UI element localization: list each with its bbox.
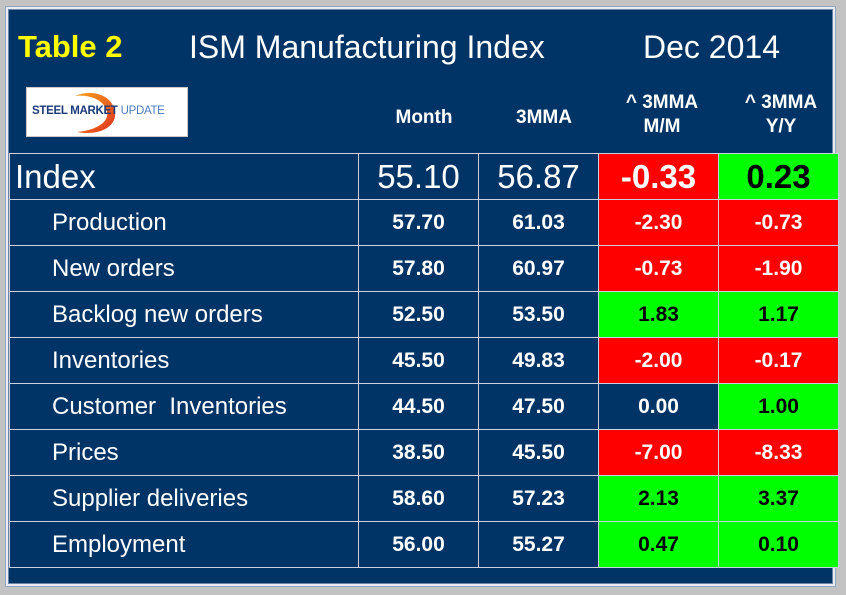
row-label: Production <box>9 199 359 246</box>
row-label: Supplier deliveries <box>9 475 359 522</box>
steel-market-update-logo: STEEL MARKET UPDATE <box>26 87 188 137</box>
row-label: Index <box>9 153 359 200</box>
logo-text: STEEL MARKET UPDATE <box>32 105 165 117</box>
month-value: 58.60 <box>358 475 479 522</box>
row-label: Prices <box>9 429 359 476</box>
mm-change-value: 0.47 <box>598 521 719 568</box>
yy-change-value: -1.90 <box>718 245 839 292</box>
header-3mma-yy: ^ 3MMA Y/Y <box>744 92 818 137</box>
table-title: ISM Manufacturing Index <box>189 29 545 65</box>
month-value: 38.50 <box>358 429 479 476</box>
header-3mma-mm: ^ 3MMA M/M <box>625 92 699 137</box>
table-row: Prices 38.50 45.50 -7.00 -8.33 <box>9 429 839 476</box>
mm-change-value: -2.30 <box>598 199 719 246</box>
month-value: 57.70 <box>358 199 479 246</box>
mm-change-value: -0.73 <box>598 245 719 292</box>
3mma-value: 45.50 <box>478 429 599 476</box>
month-value: 45.50 <box>358 337 479 384</box>
yy-change-value: 1.00 <box>718 383 839 430</box>
month-value: 56.00 <box>358 521 479 568</box>
row-label: Backlog new orders <box>9 291 359 338</box>
yy-change-value: 3.37 <box>718 475 839 522</box>
logo-swoosh-icon <box>75 92 116 134</box>
yy-change-value: 0.23 <box>718 153 839 200</box>
month-value: 44.50 <box>358 383 479 430</box>
table-row: Employment 56.00 55.27 0.47 0.10 <box>9 521 839 568</box>
header-3mma: 3MMA <box>516 107 572 128</box>
month-value: 52.50 <box>358 291 479 338</box>
3mma-value: 55.27 <box>478 521 599 568</box>
mm-change-value: 2.13 <box>598 475 719 522</box>
table-row: Production 57.70 61.03 -2.30 -0.73 <box>9 199 839 246</box>
mm-change-value: 0.00 <box>598 383 719 430</box>
month-value: 55.10 <box>358 153 479 200</box>
3mma-value: 57.23 <box>478 475 599 522</box>
ism-data-table: Index 55.10 56.87 -0.33 0.23 Production 57.70 6… <box>9 153 839 568</box>
table-row: Inventories 45.50 49.83 -2.00 -0.17 <box>9 337 839 384</box>
mm-change-value: -2.00 <box>598 337 719 384</box>
index-row: Index 55.10 56.87 -0.33 0.23 <box>9 153 839 200</box>
month-value: 57.80 <box>358 245 479 292</box>
table-row: Supplier deliveries 58.60 57.23 2.13 3.37 <box>9 475 839 522</box>
yy-change-value: -0.73 <box>718 199 839 246</box>
3mma-value: 47.50 <box>478 383 599 430</box>
mm-change-value: -7.00 <box>598 429 719 476</box>
3mma-value: 60.97 <box>478 245 599 292</box>
3mma-value: 56.87 <box>478 153 599 200</box>
title-row: Table 2 ISM Manufacturing Index Dec 2014 <box>6 7 835 77</box>
ism-table-panel: Table 2 ISM Manufacturing Index Dec 2014… <box>5 6 839 587</box>
yy-change-value: 0.10 <box>718 521 839 568</box>
table-row: Backlog new orders 52.50 53.50 1.83 1.17 <box>9 291 839 338</box>
row-label: New orders <box>9 245 359 292</box>
table-label: Table 2 <box>18 29 123 64</box>
period-label: Dec 2014 <box>643 29 780 65</box>
row-label: Customer Inventories <box>9 383 359 430</box>
3mma-value: 61.03 <box>478 199 599 246</box>
header-month: Month <box>395 107 453 128</box>
yy-change-value: -0.17 <box>718 337 839 384</box>
table-row: New orders 57.80 60.97 -0.73 -1.90 <box>9 245 839 292</box>
mm-change-value: 1.83 <box>598 291 719 338</box>
mm-change-value: -0.33 <box>598 153 719 200</box>
yy-change-value: 1.17 <box>718 291 839 338</box>
3mma-value: 49.83 <box>478 337 599 384</box>
yy-change-value: -8.33 <box>718 429 839 476</box>
row-label: Inventories <box>9 337 359 384</box>
3mma-value: 53.50 <box>478 291 599 338</box>
row-label: Employment <box>9 521 359 568</box>
table-row: Customer Inventories 44.50 47.50 0.00 1.00 <box>9 383 839 430</box>
